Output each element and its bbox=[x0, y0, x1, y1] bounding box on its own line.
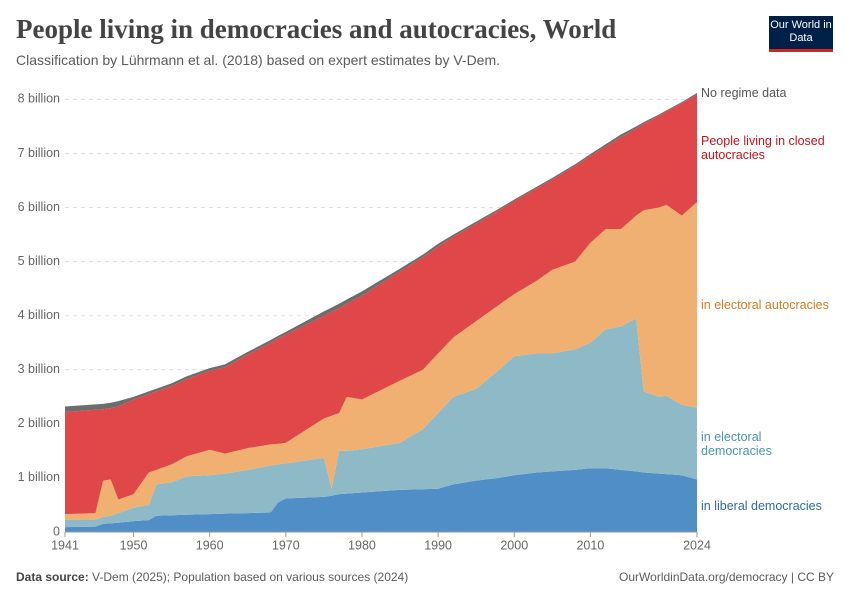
logo[interactable]: Our World in Data bbox=[769, 16, 833, 52]
x-tick-label: 1950 bbox=[120, 538, 148, 552]
x-tick-label: 2000 bbox=[500, 538, 528, 552]
y-tick-label: 1 billion bbox=[18, 470, 60, 484]
series-label: in electoral democracies bbox=[701, 429, 772, 458]
chart-title: People living in democracies and autocra… bbox=[16, 14, 617, 44]
x-tick-label: 2024 bbox=[683, 538, 711, 552]
series-label: People living in closed autocracies bbox=[701, 134, 825, 163]
y-tick-label: 5 billion bbox=[18, 254, 60, 268]
x-tick-label: 1990 bbox=[424, 538, 452, 552]
y-tick-label: 0 bbox=[53, 524, 60, 538]
chart-subtitle: Classification by Lührmann et al. (2018)… bbox=[16, 52, 501, 68]
x-tick-label: 1941 bbox=[51, 538, 79, 552]
area bbox=[65, 468, 697, 532]
y-tick-label: 8 billion bbox=[18, 92, 60, 106]
source-text: V-Dem (2025); Population based on variou… bbox=[92, 570, 409, 584]
series-label: in liberal democracies bbox=[701, 498, 822, 513]
y-tick-label: 6 billion bbox=[18, 200, 60, 214]
y-tick-label: 4 billion bbox=[18, 308, 60, 322]
data-source: Data source: V-Dem (2025); Population ba… bbox=[16, 570, 408, 584]
series-label: in electoral autocracies bbox=[701, 297, 829, 312]
series-label: No regime data bbox=[701, 86, 787, 101]
footer-link[interactable]: OurWorldinData.org/democracy | CC BY bbox=[619, 570, 834, 584]
x-tick-label: 1970 bbox=[272, 538, 300, 552]
x-tick-label: 1980 bbox=[348, 538, 376, 552]
x-tick-label: 1960 bbox=[196, 538, 224, 552]
y-tick-label: 7 billion bbox=[18, 146, 60, 160]
area bbox=[65, 318, 697, 528]
x-tick-label: 2010 bbox=[576, 538, 604, 552]
y-tick-label: 3 billion bbox=[18, 362, 60, 376]
source-label: Data source: bbox=[16, 570, 89, 584]
area bbox=[65, 94, 697, 515]
y-tick-label: 2 billion bbox=[18, 416, 60, 430]
area bbox=[65, 202, 697, 520]
